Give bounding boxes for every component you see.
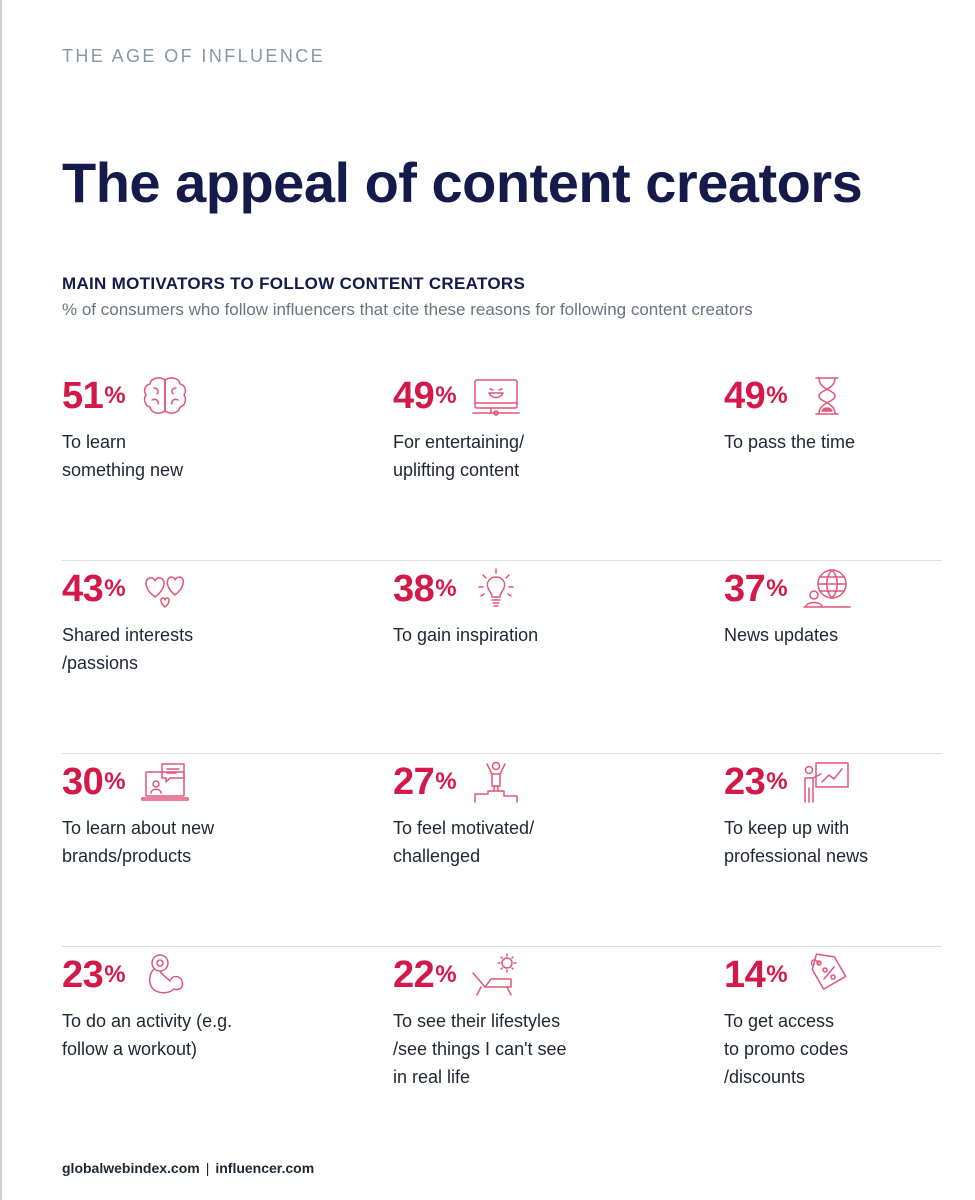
percent-value: 43 <box>62 567 104 610</box>
motivator-label: To do an activity (e.g. follow a workout… <box>62 1011 233 1059</box>
motivator-item: 49% For entertaining/ uplifting content <box>393 368 724 561</box>
motivator-item: 30% To learn about new brands/products <box>62 754 393 947</box>
footer-link-influencer[interactable]: influencer.com <box>215 1160 315 1176</box>
motivator-item: 37% News updates <box>724 561 942 754</box>
motivator-label: For entertaining/ uplifting content <box>393 432 525 480</box>
percent-sign: % <box>435 768 457 795</box>
left-border <box>0 0 2 1200</box>
laughing-screen-icon <box>471 374 521 418</box>
percent-value: 14 <box>724 953 766 996</box>
percent-sign: % <box>435 382 457 409</box>
motivator-item: 49% To pass the time <box>724 368 942 561</box>
arm-dumbbell-icon <box>140 953 190 997</box>
lightbulb-icon <box>471 567 521 611</box>
discount-tag-icon <box>802 953 852 997</box>
percent-value: 51 <box>62 374 104 417</box>
percent-value: 49 <box>724 374 766 417</box>
laptop-chat-icon <box>140 760 190 804</box>
row-divider <box>62 946 942 947</box>
grid-row: 30% To learn about new brands/products 2… <box>62 754 942 947</box>
motivator-label: Shared interests /passions <box>62 625 194 673</box>
hourglass-icon <box>802 374 852 418</box>
percent-sign: % <box>435 575 457 602</box>
hearts-icon <box>140 567 190 611</box>
motivator-item: 38% To gain inspiration <box>393 561 724 754</box>
footer: globalwebindex.com | influencer.com <box>62 1160 314 1176</box>
podium-winner-icon <box>471 760 521 804</box>
percent-value: 22 <box>393 953 435 996</box>
chart-description: % of consumers who follow influencers th… <box>62 300 753 319</box>
motivator-item: 23% To do an activity (e.g. follow a wor… <box>62 947 393 1140</box>
section-header: THE AGE OF INFLUENCE <box>62 46 326 66</box>
motivator-item: 22% To see their lifestyles /see things … <box>393 947 724 1140</box>
footer-separator: | <box>205 1160 210 1176</box>
page-title: The appeal of content creators <box>62 151 863 214</box>
percent-value: 30 <box>62 760 104 803</box>
percent-sign: % <box>766 961 788 988</box>
percent-sign: % <box>104 575 126 602</box>
brain-icon <box>140 374 190 418</box>
percent-sign: % <box>766 768 788 795</box>
motivator-label: News updates <box>724 625 839 645</box>
percent-sign: % <box>435 961 457 988</box>
percent-value: 38 <box>393 567 435 610</box>
motivator-label: To feel motivated/ challenged <box>393 818 535 866</box>
percent-sign: % <box>766 575 788 602</box>
motivator-item: 14% To get access to promo codes /discou… <box>724 947 942 1140</box>
percent-sign: % <box>104 961 126 988</box>
footer-link-globalwebindex[interactable]: globalwebindex.com <box>62 1160 200 1176</box>
percent-sign: % <box>104 382 126 409</box>
motivator-label: To learn something new <box>62 432 184 480</box>
percent-sign: % <box>104 768 126 795</box>
percent-sign: % <box>766 382 788 409</box>
globe-person-icon <box>802 567 852 611</box>
grid-row: 43% Shared interests /passions 38% <box>62 561 942 754</box>
motivator-label: To see their lifestyles /see things I ca… <box>393 1011 567 1087</box>
motivator-label: To learn about new brands/products <box>62 818 215 866</box>
percent-value: 37 <box>724 567 766 610</box>
percent-value: 23 <box>724 760 766 803</box>
motivator-label: To get access to promo codes /discounts <box>724 1011 849 1087</box>
row-divider <box>62 560 942 561</box>
motivators-grid: 51% To learn something new 49% <box>62 368 942 1140</box>
percent-value: 23 <box>62 953 104 996</box>
motivator-item: 51% To learn something new <box>62 368 393 561</box>
motivator-label: To gain inspiration <box>393 625 539 645</box>
motivator-label: To pass the time <box>724 432 856 452</box>
motivator-label: To keep up with professional news <box>724 818 869 866</box>
motivator-item: 43% Shared interests /passions <box>62 561 393 754</box>
grid-row: 23% To do an activity (e.g. follow a wor… <box>62 947 942 1140</box>
grid-row: 51% To learn something new 49% <box>62 368 942 561</box>
percent-value: 27 <box>393 760 435 803</box>
motivator-item: 27% To feel motivated/ challenged <box>393 754 724 947</box>
percent-value: 49 <box>393 374 435 417</box>
motivator-item: 23% To keep up with professional news <box>724 754 942 947</box>
presentation-icon <box>802 760 852 804</box>
chart-subtitle: MAIN MOTIVATORS TO FOLLOW CONTENT CREATO… <box>62 274 526 293</box>
sun-lounger-icon <box>471 953 521 997</box>
row-divider <box>62 753 942 754</box>
